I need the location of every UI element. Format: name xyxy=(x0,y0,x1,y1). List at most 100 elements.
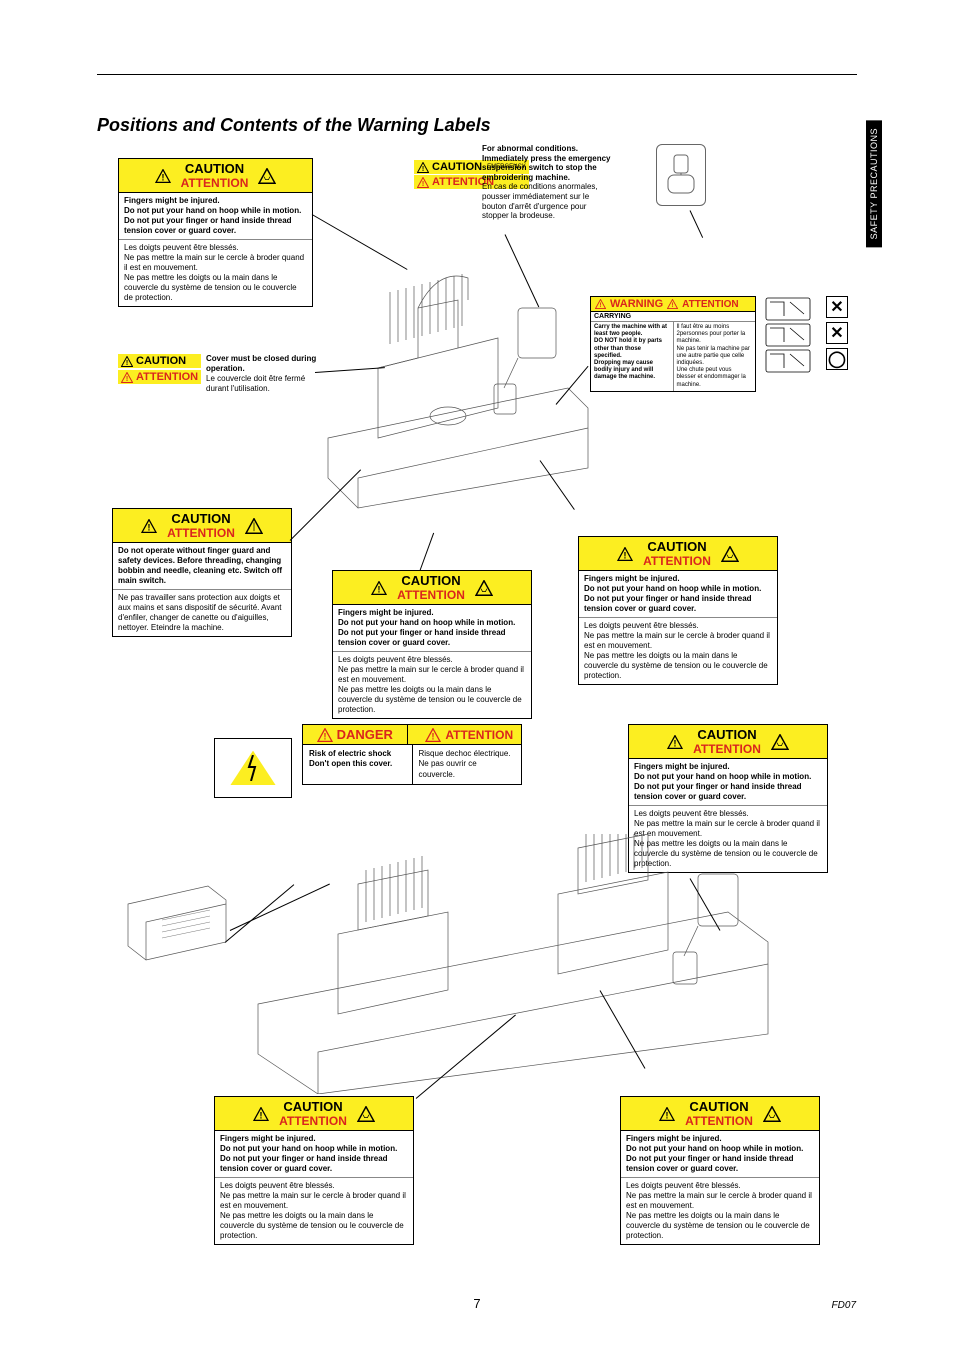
pinch-hand-icon xyxy=(475,580,493,596)
top-rule xyxy=(97,74,857,75)
pinch-hand-icon xyxy=(721,546,739,562)
attention-row: ! ATTENTION xyxy=(118,370,201,384)
label-header: ! CAUTION ATTENTION xyxy=(579,537,777,571)
warning-triangle-icon: ! xyxy=(617,547,633,561)
label-body-en: Fingers might be injured. Do not put you… xyxy=(215,1131,413,1178)
attention-word: ATTENTION xyxy=(693,742,761,756)
svg-text:!: ! xyxy=(323,731,326,741)
caution-word: CAUTION xyxy=(432,161,482,173)
warning-triangle-icon: ! xyxy=(141,519,157,533)
x-mark-icon: ✕ xyxy=(826,296,848,318)
pointer-line xyxy=(690,210,704,238)
attention-word: ATTENTION xyxy=(685,1114,753,1128)
attention-word: ATTENTION xyxy=(136,371,198,383)
label-body-fr: Les doigts peuvent être blessés. Ne pas … xyxy=(215,1178,413,1244)
danger-fr: Risque dechoc électrique. Ne pas ouvrir … xyxy=(413,745,522,784)
label-fingers-middle: ! CAUTION ATTENTION Fingers might be inj… xyxy=(332,570,532,719)
machine-line-drawing-2 xyxy=(118,834,778,1094)
document-id: FD07 xyxy=(832,1300,856,1311)
label-header: ! CAUTION ATTENTION xyxy=(629,725,827,759)
machine-line-drawing-1 xyxy=(318,248,598,518)
svg-text:!: ! xyxy=(422,166,424,173)
label-body-en: Do not operate without finger guard and … xyxy=(113,543,291,590)
warning-triangle-icon: ! xyxy=(317,728,333,742)
caution-word: CAUTION xyxy=(181,161,249,176)
attention-word: ATTENTION xyxy=(397,588,465,602)
emergency-en: For abnormal conditions. Immediately pre… xyxy=(482,144,612,182)
carrying-fr: Il faut être au moins 2personnes pour po… xyxy=(674,322,756,391)
side-tab: SAFETY PRECAUTIONS xyxy=(866,120,882,247)
svg-text:!: ! xyxy=(126,376,128,383)
attention-word: ATTENTION xyxy=(279,1114,347,1128)
label-body-en: Fingers might be injured. Do not put you… xyxy=(621,1131,819,1178)
caution-word: CAUTION xyxy=(167,511,235,526)
correct-incorrect-marks: ✕ ✕ ◯ xyxy=(826,296,848,374)
hoop-pictogram xyxy=(656,144,706,206)
shock-pictogram xyxy=(214,738,292,798)
side-tab-text: SAFETY PRECAUTIONS xyxy=(869,128,879,239)
warning-triangle-icon: ! xyxy=(253,1107,269,1121)
label-header: ! CAUTION ATTENTION xyxy=(215,1097,413,1131)
label-finger-guard: ! CAUTION ATTENTION Do not operate witho… xyxy=(112,508,292,637)
carrying-body: Carry the machine with at least two peop… xyxy=(591,322,755,391)
emergency-fr: En cas de conditions anormales, pousser … xyxy=(482,182,612,220)
pinch-hand-icon xyxy=(771,734,789,750)
cover-en: Cover must be closed during operation. xyxy=(206,354,318,374)
attention-word: ATTENTION xyxy=(643,554,711,568)
label-body-fr: Ne pas travailler sans protection aux do… xyxy=(113,590,291,636)
pinch-hand-icon xyxy=(258,168,276,184)
danger-word: DANGER xyxy=(337,727,393,742)
danger-body: Risk of electric shock Don't open this c… xyxy=(303,745,521,784)
warning-triangle-icon: ! xyxy=(371,581,387,595)
svg-text:!: ! xyxy=(422,181,424,188)
emergency-text: For abnormal conditions. Immediately pre… xyxy=(482,144,612,221)
label-carrying: ! WARNING ! ATTENTION CARRYING Carry the… xyxy=(590,296,756,392)
pinch-hand-icon xyxy=(763,1106,781,1122)
svg-text:!: ! xyxy=(624,550,627,560)
attention-word: ATTENTION xyxy=(682,299,738,310)
label-cover-closed: !CAUTION !ATTENTION xyxy=(118,354,201,386)
warning-triangle-icon: ! xyxy=(659,1107,675,1121)
label-danger-shock: !DANGER !ATTENTION Risk of electric shoc… xyxy=(302,724,522,785)
label-fingers-bottom-right: ! CAUTION ATTENTION Fingers might be inj… xyxy=(620,1096,820,1245)
pointer-line xyxy=(420,533,435,571)
svg-text:!: ! xyxy=(148,522,151,532)
label-header: ! CAUTION ATTENTION xyxy=(621,1097,819,1131)
label-fingers-top-left: ! CAUTION ATTENTION Fingers might be inj… xyxy=(118,158,313,307)
cover-fr: Le couvercle doit être fermé durant l'ut… xyxy=(206,374,318,394)
warning-triangle-icon: ! xyxy=(417,177,429,188)
carrying-word: CARRYING xyxy=(591,312,755,322)
svg-text:!: ! xyxy=(674,738,677,748)
warning-triangle-icon: ! xyxy=(121,372,133,383)
warning-triangle-icon: ! xyxy=(121,356,133,367)
cover-label-text: Cover must be closed during operation. L… xyxy=(206,354,318,394)
label-body-en: Fingers might be injured. Do not put you… xyxy=(629,759,827,806)
caution-word: CAUTION xyxy=(693,727,761,742)
warning-word: WARNING xyxy=(610,298,663,310)
needle-hand-icon xyxy=(245,518,263,534)
warning-triangle-icon: ! xyxy=(667,735,683,749)
svg-text:!: ! xyxy=(432,731,435,741)
caution-row: !CAUTION xyxy=(118,354,201,368)
label-fingers-bottom-left: ! CAUTION ATTENTION Fingers might be inj… xyxy=(214,1096,414,1245)
label-header: ! CAUTION ATTENTION xyxy=(113,509,291,543)
caution-word: CAUTION xyxy=(279,1099,347,1114)
warning-header: ! WARNING ! ATTENTION xyxy=(591,297,755,312)
carrying-en: Carry the machine with at least two peop… xyxy=(591,322,674,391)
label-body-fr: Les doigts peuvent être blessés. Ne pas … xyxy=(333,652,531,718)
label-body-fr: Les doigts peuvent être blessés. Ne pas … xyxy=(119,240,312,306)
caution-word: CAUTION xyxy=(643,539,711,554)
attention-word: ATTENTION xyxy=(167,526,235,540)
svg-text:!: ! xyxy=(378,584,381,594)
warning-triangle-icon: ! xyxy=(667,299,678,309)
label-header: !DANGER !ATTENTION xyxy=(303,725,521,745)
svg-text:!: ! xyxy=(666,1110,669,1120)
x-mark-icon: ✕ xyxy=(826,322,848,344)
page-title: Positions and Contents of the Warning La… xyxy=(97,115,857,136)
pinch-hand-icon xyxy=(357,1106,375,1122)
warning-triangle-icon: ! xyxy=(417,162,429,173)
label-header: ! CAUTION ATTENTION xyxy=(119,159,312,193)
label-fingers-right: ! CAUTION ATTENTION Fingers might be inj… xyxy=(578,536,778,685)
page-content: Positions and Contents of the Warning La… xyxy=(97,0,857,136)
svg-text:!: ! xyxy=(599,302,601,309)
